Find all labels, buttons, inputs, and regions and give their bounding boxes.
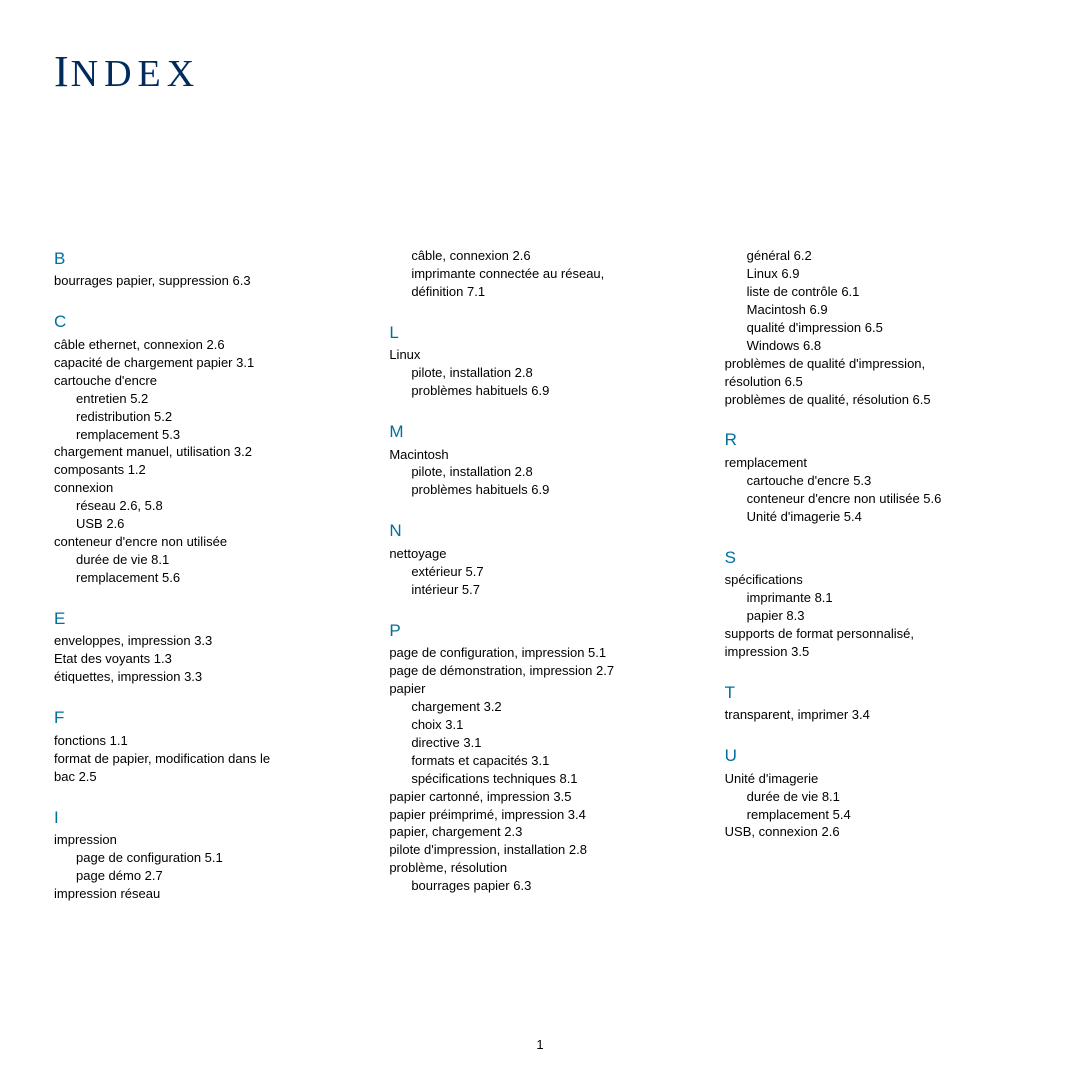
index-entry: impression [54,831,355,849]
index-entry: câble ethernet, connexion 2.6 [54,336,355,354]
index-subentry: qualité d'impression 6.5 [725,319,1026,337]
index-entry: conteneur d'encre non utilisée [54,533,355,551]
index-subentry: imprimante connectée au réseau, [389,265,690,283]
section-c: C [54,310,355,333]
index-entry: papier cartonné, impression 3.5 [389,788,690,806]
index-entry: page de démonstration, impression 2.7 [389,662,690,680]
index-subentry: formats et capacités 3.1 [389,752,690,770]
index-entry: Unité d'imagerie [725,770,1026,788]
section-i: I [54,806,355,829]
index-entry: problèmes de qualité, résolution 6.5 [725,391,1026,409]
index-entry: papier [389,680,690,698]
index-subentry: chargement 3.2 [389,698,690,716]
index-subentry: pilote, installation 2.8 [389,364,690,382]
index-subentry: Linux 6.9 [725,265,1026,283]
column-1: B bourrages papier, suppression 6.3 C câ… [54,247,355,903]
index-entry: supports de format personnalisé, [725,625,1026,643]
index-subentry: remplacement 5.4 [725,806,1026,824]
index-subentry: réseau 2.6, 5.8 [54,497,355,515]
section-e: E [54,607,355,630]
section-f: F [54,706,355,729]
index-subentry: durée de vie 8.1 [725,788,1026,806]
page-number: 1 [0,1037,1080,1052]
index-subentry: problèmes habituels 6.9 [389,382,690,400]
index-entry: enveloppes, impression 3.3 [54,632,355,650]
index-entry: étiquettes, impression 3.3 [54,668,355,686]
section-b: B [54,247,355,270]
index-subentry: bourrages papier 6.3 [389,877,690,895]
section-n: N [389,519,690,542]
index-entry: résolution 6.5 [725,373,1026,391]
index-entry: Macintosh [389,446,690,464]
index-subentry: durée de vie 8.1 [54,551,355,569]
index-entry: page de configuration, impression 5.1 [389,644,690,662]
index-entry: Etat des voyants 1.3 [54,650,355,668]
index-subentry: liste de contrôle 6.1 [725,283,1026,301]
index-entry: bourrages papier, suppression 6.3 [54,272,355,290]
index-subentry: cartouche d'encre 5.3 [725,472,1026,490]
index-subentry: problèmes habituels 6.9 [389,481,690,499]
index-subentry: imprimante 8.1 [725,589,1026,607]
index-entry: cartouche d'encre [54,372,355,390]
index-entry: impression 3.5 [725,643,1026,661]
index-entry: fonctions 1.1 [54,732,355,750]
page-title: INDEX [54,46,1026,97]
index-entry: USB, connexion 2.6 [725,823,1026,841]
index-entry: composants 1.2 [54,461,355,479]
index-entry: bac 2.5 [54,768,355,786]
section-l: L [389,321,690,344]
index-entry: papier, chargement 2.3 [389,823,690,841]
index-subentry: conteneur d'encre non utilisée 5.6 [725,490,1026,508]
index-entry: pilote d'impression, installation 2.8 [389,841,690,859]
index-entry: Linux [389,346,690,364]
index-page: INDEX B bourrages papier, suppression 6.… [0,0,1080,1080]
title-initial: I [54,47,71,96]
index-subentry: directive 3.1 [389,734,690,752]
index-entry: papier préimprimé, impression 3.4 [389,806,690,824]
index-subentry: Windows 6.8 [725,337,1026,355]
section-m: M [389,420,690,443]
index-entry: spécifications [725,571,1026,589]
index-columns: B bourrages papier, suppression 6.3 C câ… [54,247,1026,903]
index-entry: impression réseau [54,885,355,903]
section-r: R [725,428,1026,451]
index-entry: nettoyage [389,545,690,563]
index-subentry: remplacement 5.6 [54,569,355,587]
section-p: P [389,619,690,642]
index-entry: transparent, imprimer 3.4 [725,706,1026,724]
index-subentry: spécifications techniques 8.1 [389,770,690,788]
index-entry: format de papier, modification dans le [54,750,355,768]
index-subentry: page démo 2.7 [54,867,355,885]
index-subentry: général 6.2 [725,247,1026,265]
section-s: S [725,546,1026,569]
section-u: U [725,744,1026,767]
title-rest: NDEX [71,53,201,95]
index-subentry: Macintosh 6.9 [725,301,1026,319]
column-2: câble, connexion 2.6 imprimante connecté… [389,247,690,903]
index-entry: connexion [54,479,355,497]
index-subentry: choix 3.1 [389,716,690,734]
index-subentry: intérieur 5.7 [389,581,690,599]
index-entry: capacité de chargement papier 3.1 [54,354,355,372]
index-entry: problème, résolution [389,859,690,877]
index-subentry: remplacement 5.3 [54,426,355,444]
index-entry: chargement manuel, utilisation 3.2 [54,443,355,461]
index-subentry: définition 7.1 [389,283,690,301]
column-3: général 6.2 Linux 6.9 liste de contrôle … [725,247,1026,903]
index-subentry: page de configuration 5.1 [54,849,355,867]
index-subentry: USB 2.6 [54,515,355,533]
index-subentry: entretien 5.2 [54,390,355,408]
index-subentry: pilote, installation 2.8 [389,463,690,481]
index-subentry: câble, connexion 2.6 [389,247,690,265]
index-entry: problèmes de qualité d'impression, [725,355,1026,373]
index-subentry: papier 8.3 [725,607,1026,625]
index-subentry: Unité d'imagerie 5.4 [725,508,1026,526]
index-subentry: extérieur 5.7 [389,563,690,581]
index-entry: remplacement [725,454,1026,472]
index-subentry: redistribution 5.2 [54,408,355,426]
section-t: T [725,681,1026,704]
